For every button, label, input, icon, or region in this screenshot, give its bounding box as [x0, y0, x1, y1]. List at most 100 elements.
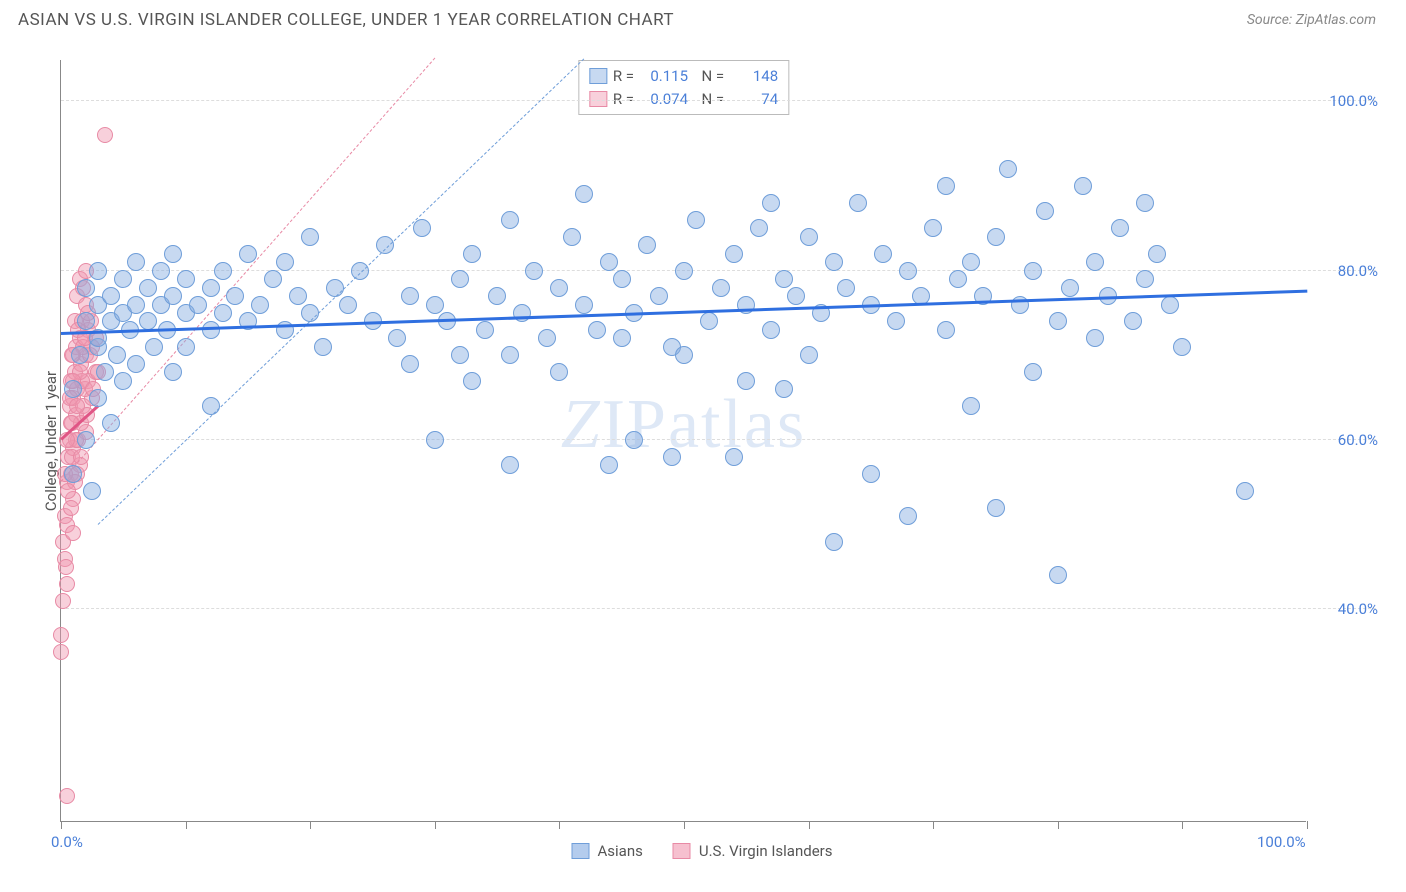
data-point — [69, 398, 85, 414]
data-point — [962, 253, 980, 271]
data-point — [89, 389, 107, 407]
data-point — [737, 372, 755, 390]
data-point — [550, 279, 568, 297]
data-point — [96, 363, 114, 381]
x-tick — [559, 821, 560, 829]
y-axis-label: College, Under 1 year — [42, 370, 60, 510]
data-point — [775, 270, 793, 288]
series-swatch — [589, 68, 607, 84]
gridline — [61, 100, 1376, 101]
x-tick — [809, 821, 810, 829]
y-tick-label: 80.0% — [1338, 262, 1378, 280]
data-point — [1024, 363, 1042, 381]
data-point — [71, 346, 89, 364]
data-point — [937, 177, 955, 195]
data-point — [58, 559, 74, 575]
data-point — [202, 321, 220, 339]
legend-label: Asians — [598, 842, 643, 860]
data-point — [463, 245, 481, 263]
data-point — [687, 211, 705, 229]
data-point — [239, 245, 257, 263]
chart-container: College, Under 1 year ZIPatlas R =0.115 … — [18, 50, 1386, 862]
y-tick-label: 100.0% — [1329, 92, 1378, 110]
stat-n-value: 148 — [730, 65, 778, 88]
data-point — [825, 533, 843, 551]
chart-source: Source: ZipAtlas.com — [1247, 12, 1376, 28]
data-point — [139, 312, 157, 330]
legend-item: U.S. Virgin Islanders — [673, 842, 833, 860]
data-point — [887, 312, 905, 330]
data-point — [1049, 312, 1067, 330]
legend-label: U.S. Virgin Islanders — [699, 842, 833, 860]
data-point — [401, 355, 419, 373]
data-point — [1136, 270, 1154, 288]
data-point — [700, 312, 718, 330]
data-point — [63, 500, 79, 516]
data-point — [513, 304, 531, 322]
x-tick — [933, 821, 934, 829]
data-point — [139, 279, 157, 297]
data-point — [862, 465, 880, 483]
data-point — [638, 236, 656, 254]
data-point — [987, 499, 1005, 517]
stat-r-label: R = — [613, 65, 634, 88]
data-point — [949, 270, 967, 288]
bottom-legend: Asians U.S. Virgin Islanders — [572, 842, 833, 860]
stat-r-value: 0.115 — [640, 65, 688, 88]
data-point — [1086, 253, 1104, 271]
data-point — [600, 253, 618, 271]
data-point — [476, 321, 494, 339]
data-point — [625, 431, 643, 449]
chart-title: ASIAN VS U.S. VIRGIN ISLANDER COLLEGE, U… — [18, 10, 674, 30]
data-point — [750, 219, 768, 237]
y-tick-label: 40.0% — [1338, 600, 1378, 618]
data-point — [89, 262, 107, 280]
data-point — [177, 338, 195, 356]
data-point — [1124, 312, 1142, 330]
data-point — [563, 228, 581, 246]
data-point — [59, 788, 75, 804]
data-point — [1086, 329, 1104, 347]
x-tick — [186, 821, 187, 829]
data-point — [800, 346, 818, 364]
data-point — [189, 296, 207, 314]
data-point — [53, 627, 69, 643]
data-point — [650, 287, 668, 305]
data-point — [77, 279, 95, 297]
data-point — [825, 253, 843, 271]
data-point — [675, 346, 693, 364]
data-point — [289, 287, 307, 305]
data-point — [102, 287, 120, 305]
data-point — [501, 211, 519, 229]
data-point — [675, 262, 693, 280]
data-point — [1036, 202, 1054, 220]
data-point — [538, 329, 556, 347]
data-point — [214, 262, 232, 280]
data-point — [83, 482, 101, 500]
data-point — [849, 194, 867, 212]
data-point — [962, 397, 980, 415]
stat-row: R =0.115 N =148 — [589, 65, 778, 88]
data-point — [401, 287, 419, 305]
data-point — [1236, 482, 1254, 500]
data-point — [339, 296, 357, 314]
gridline — [61, 608, 1376, 609]
data-point — [202, 279, 220, 297]
data-point — [64, 380, 82, 398]
stats-legend-box: R =0.115 N =148R =0.074 N =74 — [578, 60, 789, 115]
data-point — [114, 270, 132, 288]
data-point — [613, 329, 631, 347]
stat-r-value: 0.074 — [640, 88, 688, 111]
data-point — [202, 397, 220, 415]
data-point — [164, 287, 182, 305]
data-point — [488, 287, 506, 305]
data-point — [1049, 566, 1067, 584]
data-point — [924, 219, 942, 237]
data-point — [164, 245, 182, 263]
stat-n-label: N = — [694, 88, 724, 111]
data-point — [108, 346, 126, 364]
chart-header: ASIAN VS U.S. VIRGIN ISLANDER COLLEGE, U… — [0, 0, 1406, 35]
data-point — [575, 185, 593, 203]
x-tick-label: 100.0% — [1257, 833, 1306, 851]
data-point — [77, 312, 95, 330]
